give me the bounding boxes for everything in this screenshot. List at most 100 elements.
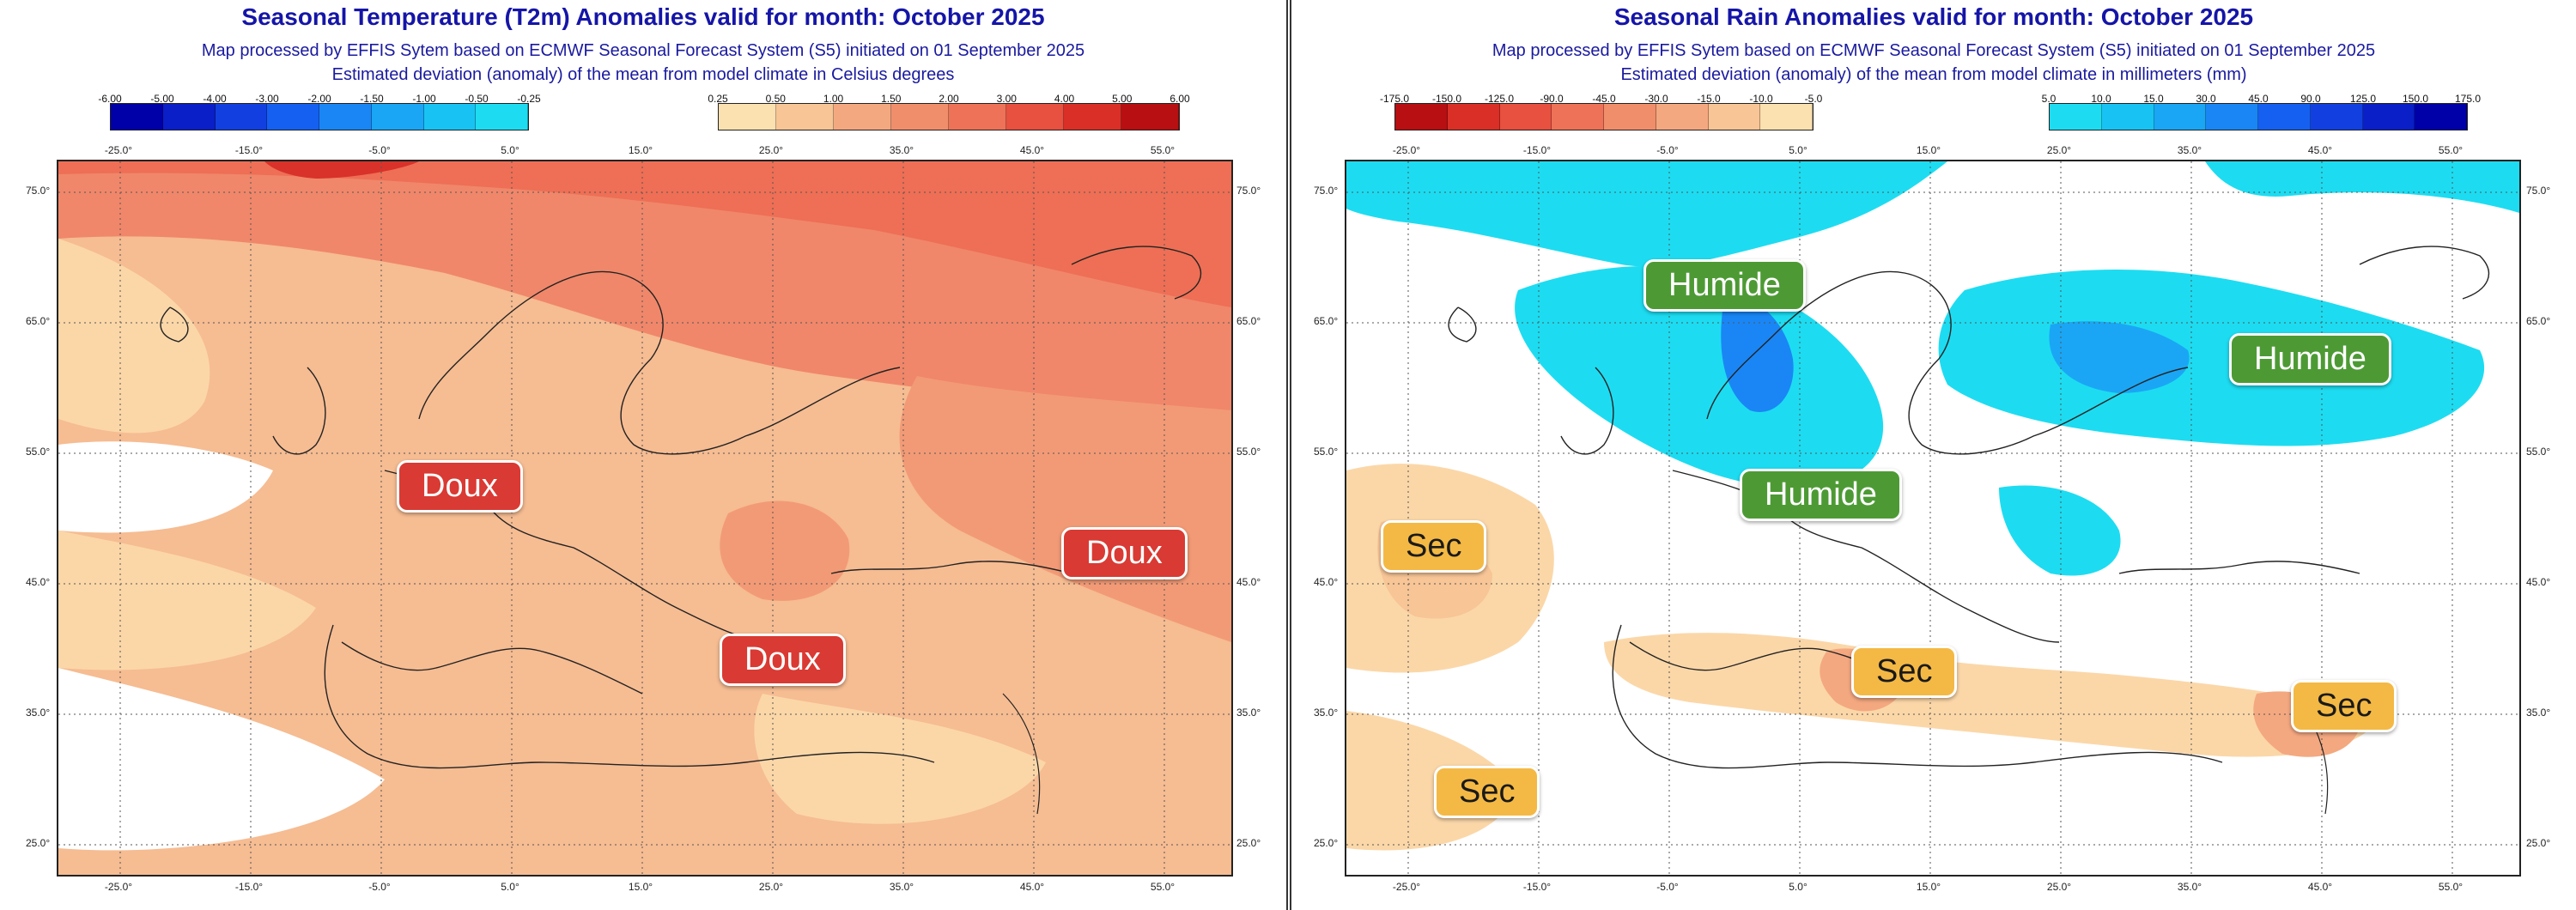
temperature-title: Seasonal Temperature (T2m) Anomalies val… xyxy=(241,3,1045,30)
legend-tick: -0.25 xyxy=(517,93,541,105)
lat-label: 25.0° xyxy=(1236,837,1261,849)
legend-tick: -3.00 xyxy=(255,93,279,105)
temperature-map-svg xyxy=(58,161,1231,875)
legend-tick: 3.00 xyxy=(996,93,1017,105)
lon-label: 35.0° xyxy=(2177,144,2202,156)
lon-label: -5.0° xyxy=(368,144,391,156)
wet-zone-russia-core xyxy=(2049,321,2190,393)
legend-tick: 45.0 xyxy=(2248,93,2269,105)
legend-color-bar xyxy=(110,103,529,130)
legend-swatch xyxy=(423,104,477,130)
lon-label: -15.0° xyxy=(1522,881,1552,893)
lat-label: 55.0° xyxy=(2526,446,2551,458)
legend-tick: -30.0 xyxy=(1644,93,1668,105)
lon-label: -5.0° xyxy=(1656,144,1679,156)
legend-swatch xyxy=(215,104,268,130)
lon-label: 45.0° xyxy=(1019,881,1045,893)
legend-swatch xyxy=(319,104,372,130)
anomaly-zone-hot xyxy=(264,161,419,179)
wet-zone-russia xyxy=(1938,270,2485,446)
legend-tick: -1.50 xyxy=(360,93,384,105)
rain-panel: Seasonal Rain Anomalies valid for month:… xyxy=(1290,0,2576,910)
rain-legend-negative: -175.0 -150.0 -125.0 -90.0 -45.0 -30.0 -… xyxy=(1380,93,1822,136)
lat-label: 45.0° xyxy=(2526,576,2551,588)
temperature-legend-positive: 0.25 0.50 1.00 1.50 2.00 3.00 4.00 5.00 … xyxy=(708,93,1190,136)
wet-zone-scandinavia-core xyxy=(1721,297,1794,412)
legend-swatch xyxy=(2310,104,2363,130)
lon-label: 25.0° xyxy=(758,881,784,893)
legend-swatch xyxy=(2050,104,2102,130)
lat-label: 65.0° xyxy=(1236,315,1261,327)
lat-label: 65.0° xyxy=(2526,315,2551,327)
lon-label: -5.0° xyxy=(1656,881,1679,893)
lon-label: 35.0° xyxy=(889,881,914,893)
lat-label: 75.0° xyxy=(1236,185,1261,197)
lat-label: 75.0° xyxy=(26,185,51,197)
lon-label: 5.0° xyxy=(1789,144,1807,156)
legend-tick: 2.00 xyxy=(939,93,959,105)
graticule xyxy=(58,161,1231,875)
wet-zone-arctic xyxy=(2205,161,2519,213)
legend-swatch xyxy=(1006,104,1064,130)
longitude-labels-top: -25.0° -15.0° -5.0° 5.0° 15.0° 25.0° 35.… xyxy=(1345,144,2521,160)
temperature-panel: Seasonal Temperature (T2m) Anomalies val… xyxy=(26,0,1288,910)
legend-swatch xyxy=(267,104,319,130)
lon-label: 45.0° xyxy=(2307,144,2333,156)
tag-sec-mideast: Sec xyxy=(2291,680,2397,732)
legend-tick: -4.00 xyxy=(203,93,227,105)
legend-swatch xyxy=(719,104,776,130)
lat-label: 25.0° xyxy=(2526,837,2551,849)
latitude-labels-right: 75.0° 65.0° 55.0° 45.0° 35.0° 25.0° xyxy=(1236,160,1288,877)
tag-humide-east: Humide xyxy=(2229,333,2391,385)
lon-label: 15.0° xyxy=(628,144,653,156)
lat-label: 65.0° xyxy=(1314,315,1339,327)
latitude-labels-left: 75.0° 65.0° 55.0° 45.0° 35.0° 25.0° xyxy=(26,160,77,877)
wet-zone-north-sea xyxy=(1515,265,1884,488)
lon-label: 15.0° xyxy=(1916,881,1941,893)
legend-color-bar xyxy=(2049,103,2468,130)
legend-swatch xyxy=(111,104,163,130)
lon-label: -25.0° xyxy=(104,881,133,893)
legend-tick: -1.00 xyxy=(412,93,436,105)
lon-label: 55.0° xyxy=(2438,881,2464,893)
legend-tick: -125.0 xyxy=(1484,93,1515,105)
temperature-anomaly-map xyxy=(57,160,1233,877)
legend-ticks: 5.0 10.0 15.0 30.0 45.0 90.0 125.0 150.0… xyxy=(2042,93,2481,105)
legend-tick: -5.00 xyxy=(150,93,174,105)
lon-label: 5.0° xyxy=(501,144,519,156)
legend-tick: 175.0 xyxy=(2454,93,2482,105)
legend-swatch xyxy=(1552,104,1604,130)
legend-tick: -45.0 xyxy=(1592,93,1616,105)
legend-swatch xyxy=(1447,104,1500,130)
legend-tick: 125.0 xyxy=(2349,93,2377,105)
legend-swatch xyxy=(1499,104,1552,130)
lon-label: -15.0° xyxy=(1522,144,1552,156)
legend-swatch xyxy=(1708,104,1761,130)
lon-label: -15.0° xyxy=(234,144,264,156)
legend-tick: -175.0 xyxy=(1379,93,1410,105)
rain-anomaly-map xyxy=(1345,160,2521,877)
lon-label: -15.0° xyxy=(234,881,264,893)
lon-label: -5.0° xyxy=(368,881,391,893)
anomaly-zone-atlantic-pale xyxy=(58,239,210,434)
legend-tick: -2.00 xyxy=(307,93,331,105)
legend-tick: -15.0 xyxy=(1697,93,1721,105)
lon-label: -25.0° xyxy=(1392,881,1421,893)
lat-label: 35.0° xyxy=(1236,707,1261,719)
legend-tick: -0.50 xyxy=(465,93,489,105)
legend-swatch xyxy=(2101,104,2154,130)
lon-label: 5.0° xyxy=(501,881,519,893)
lat-label: 55.0° xyxy=(26,446,51,458)
lon-label: -25.0° xyxy=(1392,144,1421,156)
anomaly-zone-warmer xyxy=(58,161,1231,307)
legend-tick: -5.0 xyxy=(1804,93,1823,105)
legend-ticks: 0.25 0.50 1.00 1.50 2.00 3.00 4.00 5.00 … xyxy=(708,93,1189,105)
temperature-legend-negative: -6.00 -5.00 -4.00 -3.00 -2.00 -1.50 -1.0… xyxy=(98,93,541,136)
longitude-labels-bottom: -25.0° -15.0° -5.0° 5.0° 15.0° 25.0° 35.… xyxy=(1345,881,2521,896)
rain-subtitle-units: Estimated deviation (anomaly) of the mea… xyxy=(1620,65,2247,84)
tag-sec-atlantic: Sec xyxy=(1381,520,1487,573)
latitude-labels-left: 75.0° 65.0° 55.0° 45.0° 35.0° 25.0° xyxy=(1314,160,1365,877)
lat-label: 25.0° xyxy=(26,837,51,849)
legend-swatch xyxy=(949,104,1006,130)
tag-sec-mediterranean: Sec xyxy=(1851,646,1958,698)
